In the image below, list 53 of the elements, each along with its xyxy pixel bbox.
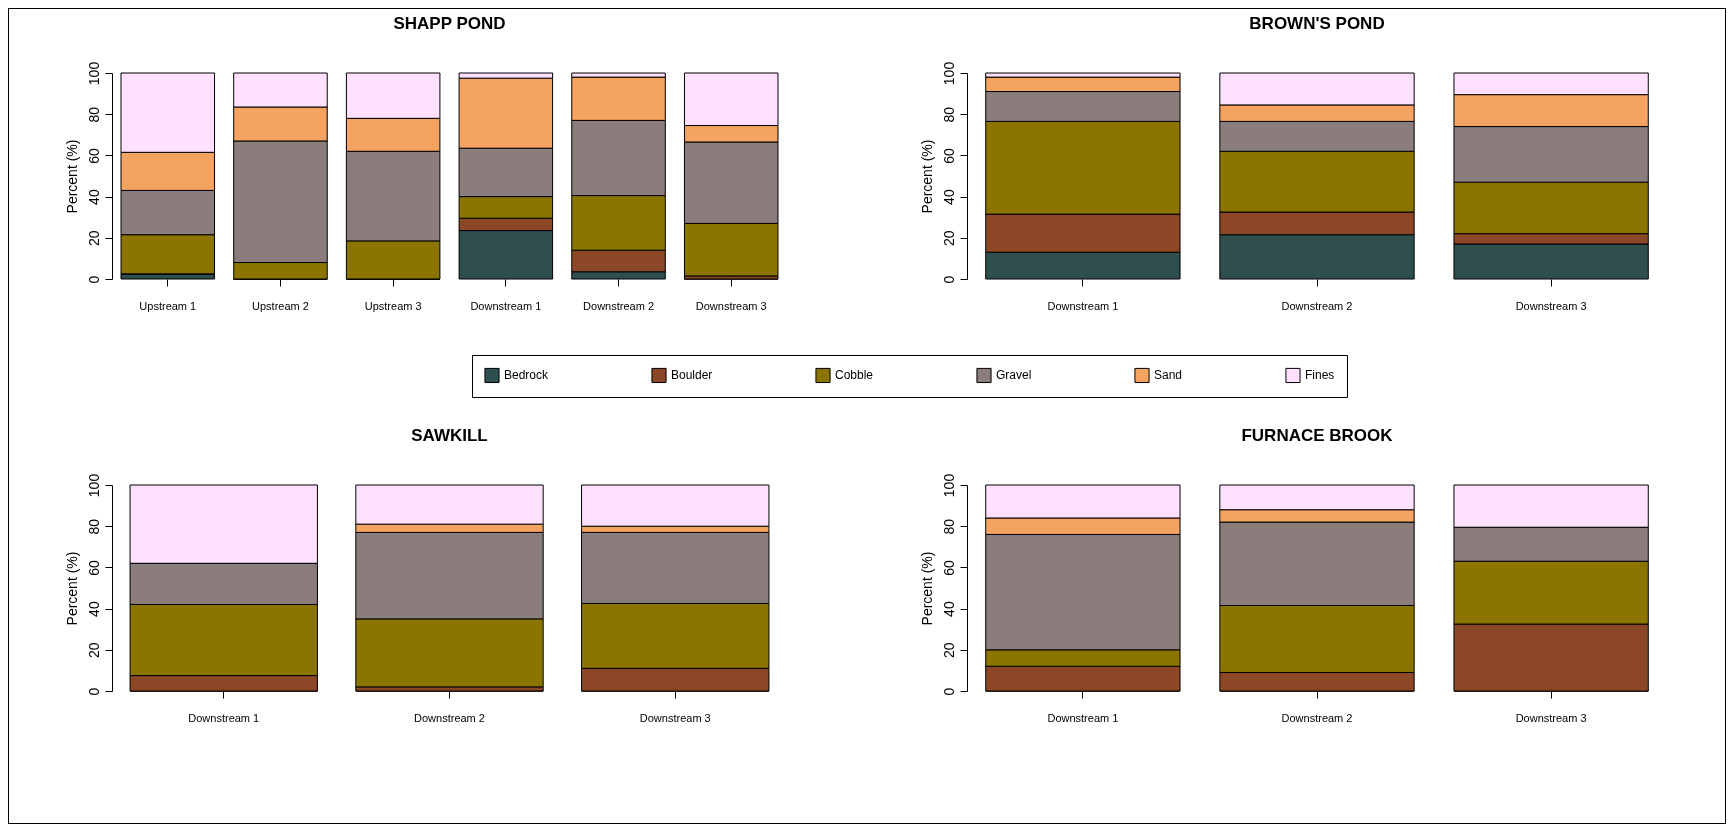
- x-tick-label: Downstream 2: [1281, 299, 1353, 312]
- x-tick-label: Downstream 2: [1281, 711, 1353, 724]
- x-tick-label: Upstream 3: [364, 299, 422, 312]
- legend-label: Fines: [1305, 368, 1335, 383]
- y-tick-label: 80: [940, 518, 957, 535]
- x-tick-label: Upstream 2: [252, 299, 309, 312]
- y-tick-label: 20: [940, 230, 957, 247]
- x-tick-label: Downstream 1: [1047, 711, 1119, 724]
- y-tick-label: 80: [940, 106, 957, 123]
- y-tick-label: 0: [85, 687, 102, 696]
- legend-label: Gravel: [996, 368, 1032, 383]
- legend-label: Sand: [1154, 368, 1183, 383]
- y-tick-label: 60: [940, 559, 957, 576]
- y-tick-label: 60: [85, 147, 102, 164]
- y-tick-label: 0: [940, 275, 957, 284]
- chart-title: SAWKILL: [411, 426, 488, 446]
- y-tick-label: 60: [940, 147, 957, 164]
- chart-title: BROWN'S POND: [1249, 14, 1385, 34]
- y-tick-label: 20: [85, 642, 102, 659]
- x-tick-label: Downstream 3: [695, 299, 767, 312]
- chart-title: FURNACE BROOK: [1241, 426, 1394, 446]
- y-tick-label: 40: [940, 601, 957, 617]
- y-tick-label: 80: [85, 106, 102, 123]
- y-tick-label: 40: [940, 189, 957, 205]
- x-tick-label: Downstream 2: [583, 299, 654, 312]
- legend-label: Boulder: [671, 368, 713, 383]
- x-tick-label: Downstream 1: [470, 299, 542, 312]
- y-tick-label: 0: [85, 275, 102, 284]
- y-tick-label: 20: [940, 642, 957, 659]
- y-tick-label: 20: [85, 230, 102, 247]
- x-tick-label: Downstream 3: [1515, 711, 1587, 724]
- y-tick-label: 40: [85, 601, 102, 617]
- y-tick-label: 100: [940, 61, 957, 86]
- x-tick-label: Downstream 3: [1515, 299, 1587, 312]
- x-tick-label: Upstream 1: [139, 299, 197, 312]
- y-axis-title: Percent (%): [63, 551, 80, 626]
- x-tick-label: Downstream 1: [188, 711, 260, 724]
- y-axis-title: Percent (%): [918, 551, 935, 626]
- y-tick-label: 0: [940, 687, 957, 696]
- y-tick-label: 80: [85, 518, 102, 535]
- y-tick-label: 100: [85, 473, 102, 498]
- x-tick-label: Downstream 2: [414, 711, 485, 724]
- legend-label: Cobble: [835, 368, 874, 383]
- y-tick-label: 100: [85, 61, 102, 86]
- y-tick-label: 100: [940, 473, 957, 498]
- x-tick-label: Downstream 1: [1047, 299, 1119, 312]
- y-tick-label: 40: [85, 189, 102, 205]
- chart-title: SHAPP POND: [393, 14, 506, 34]
- x-tick-label: Downstream 3: [639, 711, 711, 724]
- y-tick-label: 60: [85, 559, 102, 576]
- y-axis-title: Percent (%): [918, 139, 935, 214]
- legend-label: Bedrock: [504, 368, 550, 383]
- y-axis-title: Percent (%): [63, 139, 80, 214]
